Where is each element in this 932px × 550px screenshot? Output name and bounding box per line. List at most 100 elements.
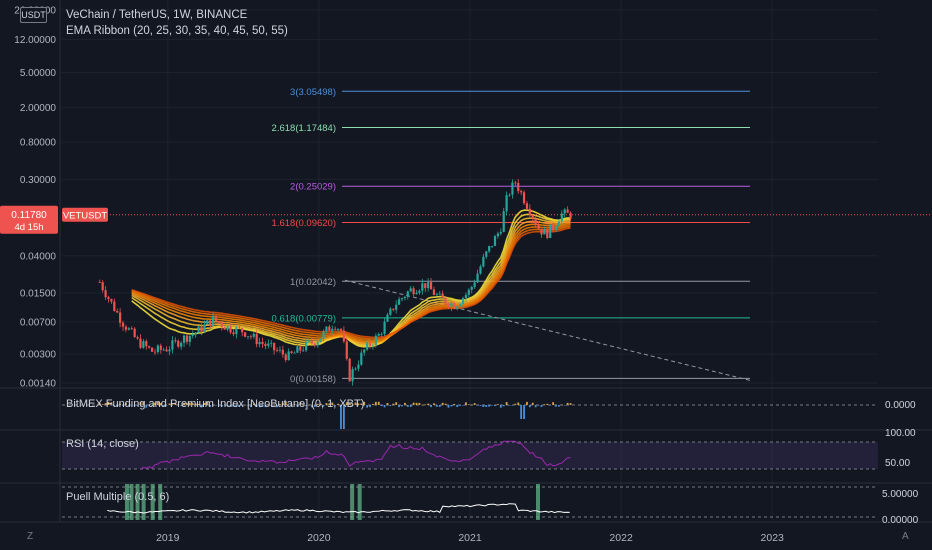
auto-scale-button[interactable]: A: [902, 531, 909, 542]
candle-body: [148, 346, 151, 348]
bitmex-bar: [206, 401, 209, 405]
bitmex-bar: [197, 404, 200, 405]
bitmex-bar: [188, 402, 191, 405]
bitmex-bar: [226, 405, 229, 407]
bitmex-bar: [450, 405, 453, 407]
bitmex-bar: [313, 405, 316, 407]
candle-body: [517, 182, 520, 192]
bitmex-bar: [435, 405, 438, 407]
bitmex-bar: [560, 404, 563, 406]
candle-body: [278, 349, 282, 351]
bitmex-bar: [369, 405, 371, 408]
candle-body: [505, 195, 508, 212]
bitmex-bar: [238, 405, 241, 407]
candle-body: [432, 289, 436, 295]
candle-body: [464, 294, 468, 299]
candle-body: [197, 326, 200, 333]
candle-body: [275, 350, 279, 352]
bitmex-bar: [482, 405, 485, 407]
bitmex-bar: [168, 403, 171, 405]
bitmex-bar: [418, 402, 421, 405]
ema-ribbon-line-35: [131, 220, 571, 345]
candle-body: [226, 326, 229, 330]
candle-body: [528, 208, 531, 216]
bitmex-bar: [499, 405, 502, 408]
candle-body: [366, 342, 369, 350]
bitmex-bar: [459, 405, 462, 406]
bitmex-bar: [296, 405, 299, 407]
bitmex-bar: [328, 403, 331, 405]
current-price-tag: [0, 205, 58, 234]
time-label-2022: 2022: [609, 532, 633, 544]
candle-body: [456, 306, 459, 309]
candle-body: [302, 350, 305, 352]
puell-tick-label: 0.00000: [882, 515, 919, 526]
rsi-pane-label[interactable]: RSI (14, close): [66, 438, 139, 450]
bitmex-bar: [398, 405, 400, 408]
candle-body: [415, 292, 418, 295]
bitmex-bar: [194, 403, 197, 405]
candle-body: [424, 283, 427, 289]
candle-body: [522, 192, 526, 204]
fib-label: 0(0.00158): [290, 374, 336, 385]
candle-body: [543, 229, 546, 235]
rsi-line: [140, 440, 571, 471]
candle-body: [156, 345, 159, 353]
currency-tag[interactable]: USDT: [20, 7, 47, 23]
bitmex-bar: [430, 405, 432, 408]
bitmex-bar: [308, 404, 310, 406]
price-tick-label: 12.00000: [14, 35, 56, 46]
candle-body: [232, 332, 235, 335]
candle-body: [174, 340, 177, 342]
time-axis: 2019 2020 2021 2022 2023: [156, 532, 784, 544]
bitmex-bar: [543, 404, 546, 405]
candle-body: [313, 343, 316, 346]
candle-body: [243, 332, 247, 337]
bitmex-bar: [101, 404, 104, 405]
bitmex-bar: [229, 405, 232, 407]
bitmex-bar: [322, 405, 325, 407]
candle-body: [220, 322, 223, 328]
candle-body: [110, 299, 113, 302]
bitmex-bar: [316, 403, 319, 405]
candle-body: [473, 282, 476, 287]
bitmex-bar: [130, 405, 133, 406]
puell-buy-zone: [124, 484, 129, 520]
timezone-button[interactable]: Z: [27, 531, 34, 542]
candle-body: [121, 322, 125, 327]
bitmex-bar: [154, 402, 156, 405]
candle-body: [476, 273, 479, 283]
bitmex-bar: [162, 405, 165, 407]
bitmex-bar: [142, 402, 145, 405]
candle-body: [540, 228, 543, 235]
puell-pane-label[interactable]: Puell Multiple (0.5, 6): [66, 491, 170, 503]
candle-body: [165, 349, 168, 352]
candle-body: [185, 335, 189, 342]
bitmex-bar: [348, 403, 351, 405]
puell-buy-zone: [141, 484, 146, 520]
bitmex-bar: [218, 405, 220, 406]
bitmex-bar: [354, 402, 357, 405]
fib-label: 1(0.02042): [290, 277, 336, 288]
price-tick-label: 0.00700: [20, 317, 57, 328]
bitmex-bar: [479, 405, 482, 406]
bitmex-bar: [145, 405, 148, 408]
rsi-pane: 100.00 50.00: [62, 428, 916, 471]
candle-body: [322, 331, 325, 339]
bitmex-bar: [424, 404, 427, 406]
candle-body: [511, 182, 514, 195]
bitmex-bar: [505, 402, 508, 405]
candle-body: [435, 294, 438, 296]
bitmex-bar: [331, 402, 334, 405]
candle-body: [284, 354, 287, 361]
symbol-title[interactable]: VeChain / TetherUS, 1W, BINANCE: [66, 9, 248, 21]
bitmex-bar: [502, 405, 505, 407]
indicator-title[interactable]: EMA Ribbon (20, 25, 30, 35, 40, 45, 50, …: [66, 25, 288, 37]
candle-body: [569, 212, 572, 219]
bitmex-bar: [302, 404, 305, 406]
puell-buy-zone: [357, 484, 362, 520]
bitmex-pane-label[interactable]: BitMEX Funding and Premium Index [NeoBut…: [66, 398, 365, 410]
candle-body: [351, 369, 354, 382]
bitmex-bar: [366, 405, 369, 408]
